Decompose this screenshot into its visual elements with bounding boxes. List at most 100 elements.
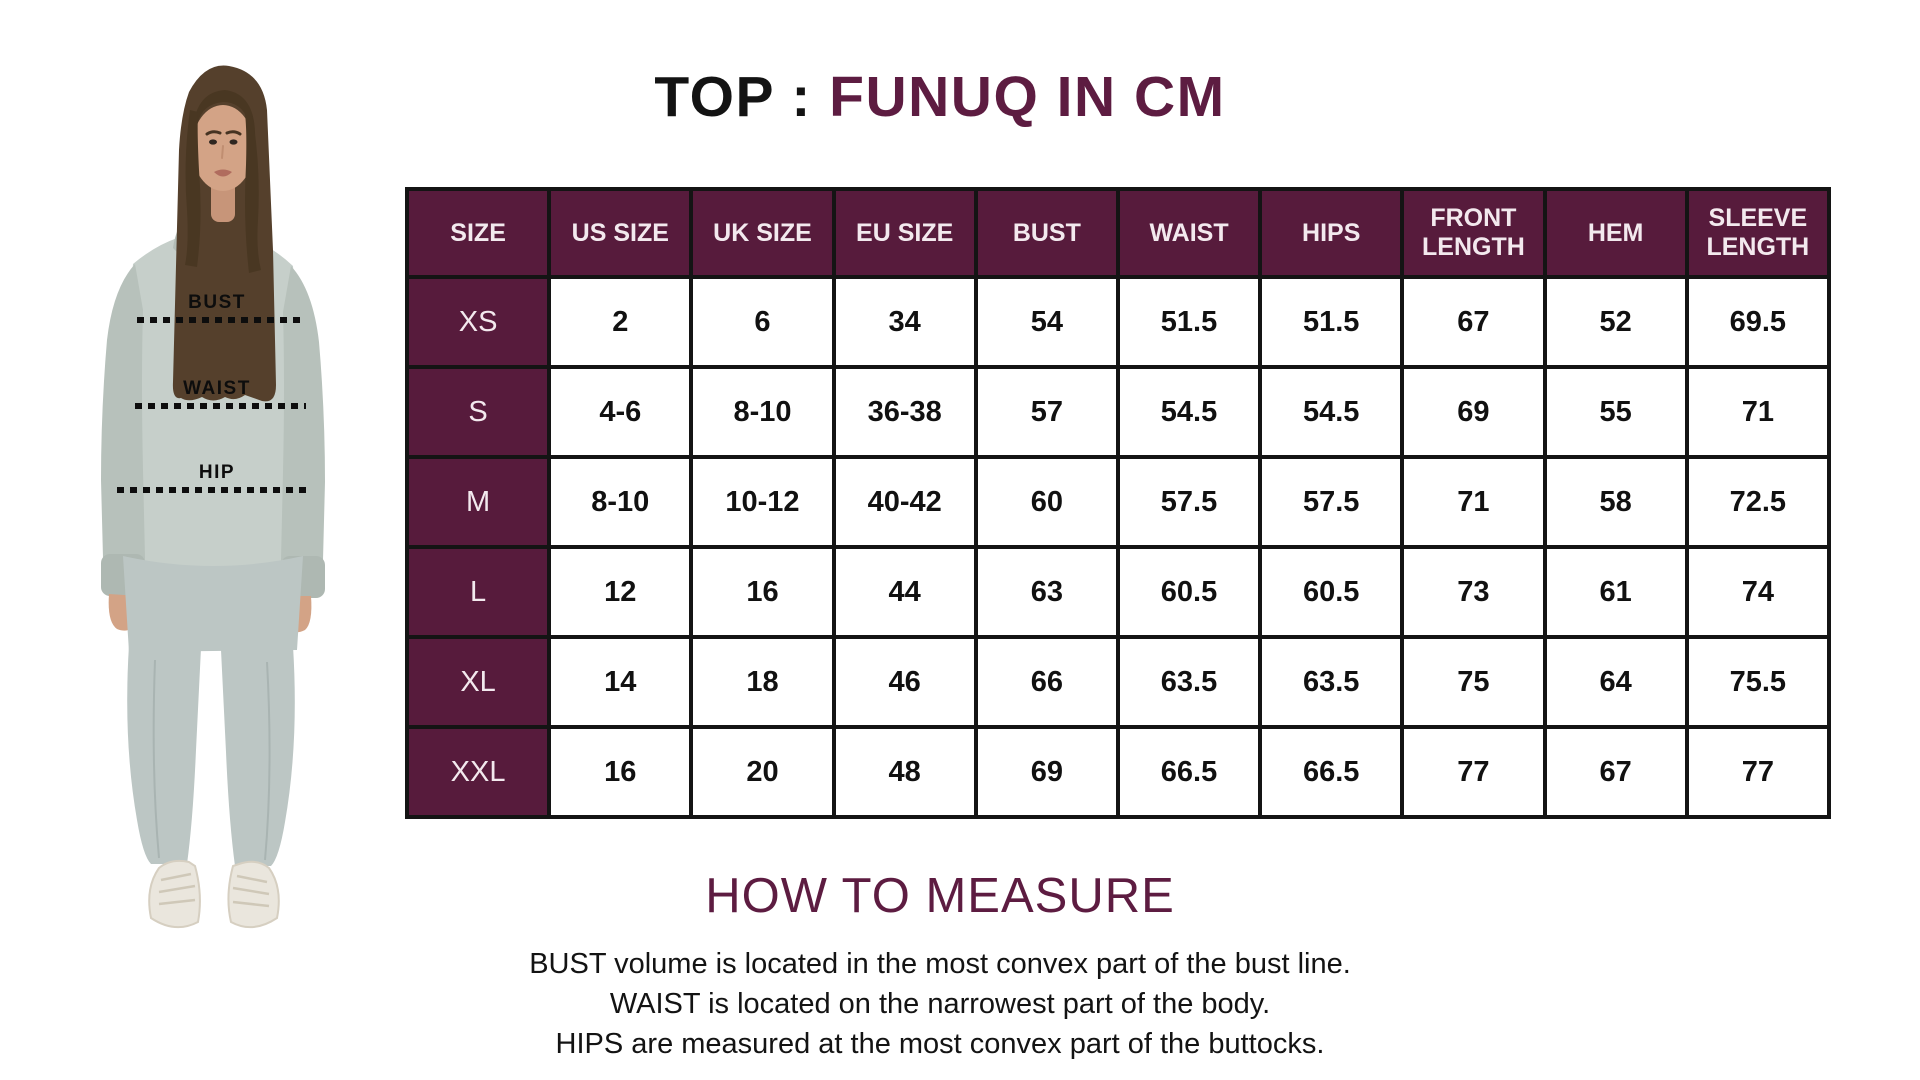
hip-label: HIP bbox=[199, 462, 235, 483]
value-cell: 54.5 bbox=[1258, 365, 1405, 459]
value-cell: 12 bbox=[547, 545, 694, 639]
value-cell: 57.5 bbox=[1115, 455, 1263, 549]
table-row: L 12 16 44 63 60.5 60.5 73 61 74 bbox=[404, 545, 1832, 639]
value-cell: 77 bbox=[1400, 725, 1547, 819]
value-cell: 2 bbox=[547, 275, 694, 369]
column-header: UK SIZE bbox=[689, 187, 836, 279]
value-cell: 60.5 bbox=[1115, 545, 1263, 639]
value-cell: 58 bbox=[1542, 455, 1689, 549]
value-cell: 71 bbox=[1684, 365, 1832, 459]
column-header: HEM bbox=[1542, 187, 1689, 279]
shoe-laces bbox=[158, 872, 270, 908]
value-cell: 63.5 bbox=[1115, 635, 1263, 729]
pants-hip bbox=[123, 556, 303, 652]
value-cell: 16 bbox=[689, 545, 836, 639]
table-row: S 4-6 8-10 36-38 57 54.5 54.5 69 55 71 bbox=[404, 365, 1832, 459]
size-cell: L bbox=[404, 545, 552, 639]
value-cell: 52 bbox=[1542, 275, 1689, 369]
value-cell: 61 bbox=[1542, 545, 1689, 639]
how-to-measure-heading: HOW TO MEASURE bbox=[705, 869, 1175, 923]
value-cell: 4-6 bbox=[547, 365, 694, 459]
value-cell: 8-10 bbox=[689, 365, 836, 459]
value-cell: 10-12 bbox=[689, 455, 836, 549]
value-cell: 46 bbox=[831, 635, 978, 729]
value-cell: 36-38 bbox=[831, 365, 978, 459]
value-cell: 72.5 bbox=[1684, 455, 1832, 549]
value-cell: 69.5 bbox=[1684, 275, 1832, 369]
value-cell: 63.5 bbox=[1258, 635, 1405, 729]
value-cell: 55 bbox=[1542, 365, 1689, 459]
hoodie-left-sleeve bbox=[101, 264, 145, 576]
value-cell: 69 bbox=[973, 725, 1120, 819]
value-cell: 77 bbox=[1684, 725, 1832, 819]
value-cell: 73 bbox=[1400, 545, 1547, 639]
column-header: FRONT LENGTH bbox=[1400, 187, 1547, 279]
value-cell: 57 bbox=[973, 365, 1120, 459]
value-cell: 66 bbox=[973, 635, 1120, 729]
table-row: XXL 16 20 48 69 66.5 66.5 77 67 77 bbox=[404, 725, 1832, 819]
value-cell: 48 bbox=[831, 725, 978, 819]
value-cell: 54.5 bbox=[1115, 365, 1263, 459]
page-title: TOP : FUNUQ IN CM bbox=[0, 64, 1880, 130]
value-cell: 60 bbox=[973, 455, 1120, 549]
pants-seams bbox=[152, 659, 271, 861]
model-photo: BUST WAIST HIP bbox=[101, 65, 325, 929]
column-header: HIPS bbox=[1258, 187, 1405, 279]
value-cell: 67 bbox=[1400, 275, 1547, 369]
title-prefix: TOP : bbox=[654, 65, 812, 129]
title-highlight: FUNUQ IN CM bbox=[829, 65, 1226, 129]
value-cell: 54 bbox=[973, 275, 1120, 369]
table-row: XS 2 6 34 54 51.5 51.5 67 52 69.5 bbox=[404, 275, 1832, 369]
pants-right-leg bbox=[221, 646, 295, 866]
value-cell: 44 bbox=[831, 545, 978, 639]
nose bbox=[221, 145, 224, 159]
size-chart-body: XS 2 6 34 54 51.5 51.5 67 52 69.5 S 4-6 8-10 36-38 57 5… bbox=[404, 275, 1832, 819]
hoodie-right-sleeve bbox=[281, 266, 325, 578]
size-cell: M bbox=[404, 455, 552, 549]
value-cell: 63 bbox=[973, 545, 1120, 639]
size-cell: XXL bbox=[404, 725, 552, 819]
eyebrows bbox=[205, 130, 242, 136]
how-to-measure-instructions: BUST volume is located in the most conve… bbox=[0, 944, 1880, 1064]
value-cell: 75.5 bbox=[1684, 635, 1832, 729]
value-cell: 40-42 bbox=[831, 455, 978, 549]
value-cell: 6 bbox=[689, 275, 836, 369]
hair-strand-right bbox=[245, 114, 261, 273]
measure-instruction-line: WAIST is located on the narrowest part o… bbox=[609, 988, 1271, 1020]
size-cell: XS bbox=[404, 275, 552, 369]
bust-label: BUST bbox=[188, 292, 246, 313]
size-chart: SIZE US SIZE UK SIZE EU SIZE BUST WAIST HIPS FR… bbox=[404, 187, 1832, 819]
left-shoe bbox=[148, 859, 201, 929]
size-cell: XL bbox=[404, 635, 552, 729]
column-header: EU SIZE bbox=[831, 187, 978, 279]
column-header: WAIST bbox=[1115, 187, 1263, 279]
value-cell: 64 bbox=[1542, 635, 1689, 729]
pants-left-leg bbox=[127, 645, 201, 864]
measure-instruction-line: BUST volume is located in the most conve… bbox=[529, 948, 1351, 980]
value-cell: 57.5 bbox=[1258, 455, 1405, 549]
right-eye bbox=[229, 139, 238, 145]
value-cell: 51.5 bbox=[1115, 275, 1263, 369]
value-cell: 66.5 bbox=[1115, 725, 1263, 819]
size-cell: S bbox=[404, 365, 552, 459]
measure-instruction-line: HIPS are measured at the most convex par… bbox=[555, 1028, 1325, 1060]
waist-label: WAIST bbox=[183, 378, 251, 399]
value-cell: 74 bbox=[1684, 545, 1832, 639]
hair-fringe bbox=[191, 90, 256, 145]
value-cell: 34 bbox=[831, 275, 978, 369]
table-row: XL 14 18 46 66 63.5 63.5 75 64 75.5 bbox=[404, 635, 1832, 729]
column-header: SLEEVE LENGTH bbox=[1684, 187, 1832, 279]
column-header: SIZE bbox=[404, 187, 552, 279]
lips bbox=[214, 169, 232, 177]
value-cell: 71 bbox=[1400, 455, 1547, 549]
value-cell: 60.5 bbox=[1258, 545, 1405, 639]
value-cell: 75 bbox=[1400, 635, 1547, 729]
table-row: M 8-10 10-12 40-42 60 57.5 57.5 71 58 72.5 bbox=[404, 455, 1832, 549]
column-header: BUST bbox=[973, 187, 1120, 279]
value-cell: 8-10 bbox=[547, 455, 694, 549]
value-cell: 14 bbox=[547, 635, 694, 729]
value-cell: 66.5 bbox=[1258, 725, 1405, 819]
value-cell: 67 bbox=[1542, 725, 1689, 819]
value-cell: 69 bbox=[1400, 365, 1547, 459]
